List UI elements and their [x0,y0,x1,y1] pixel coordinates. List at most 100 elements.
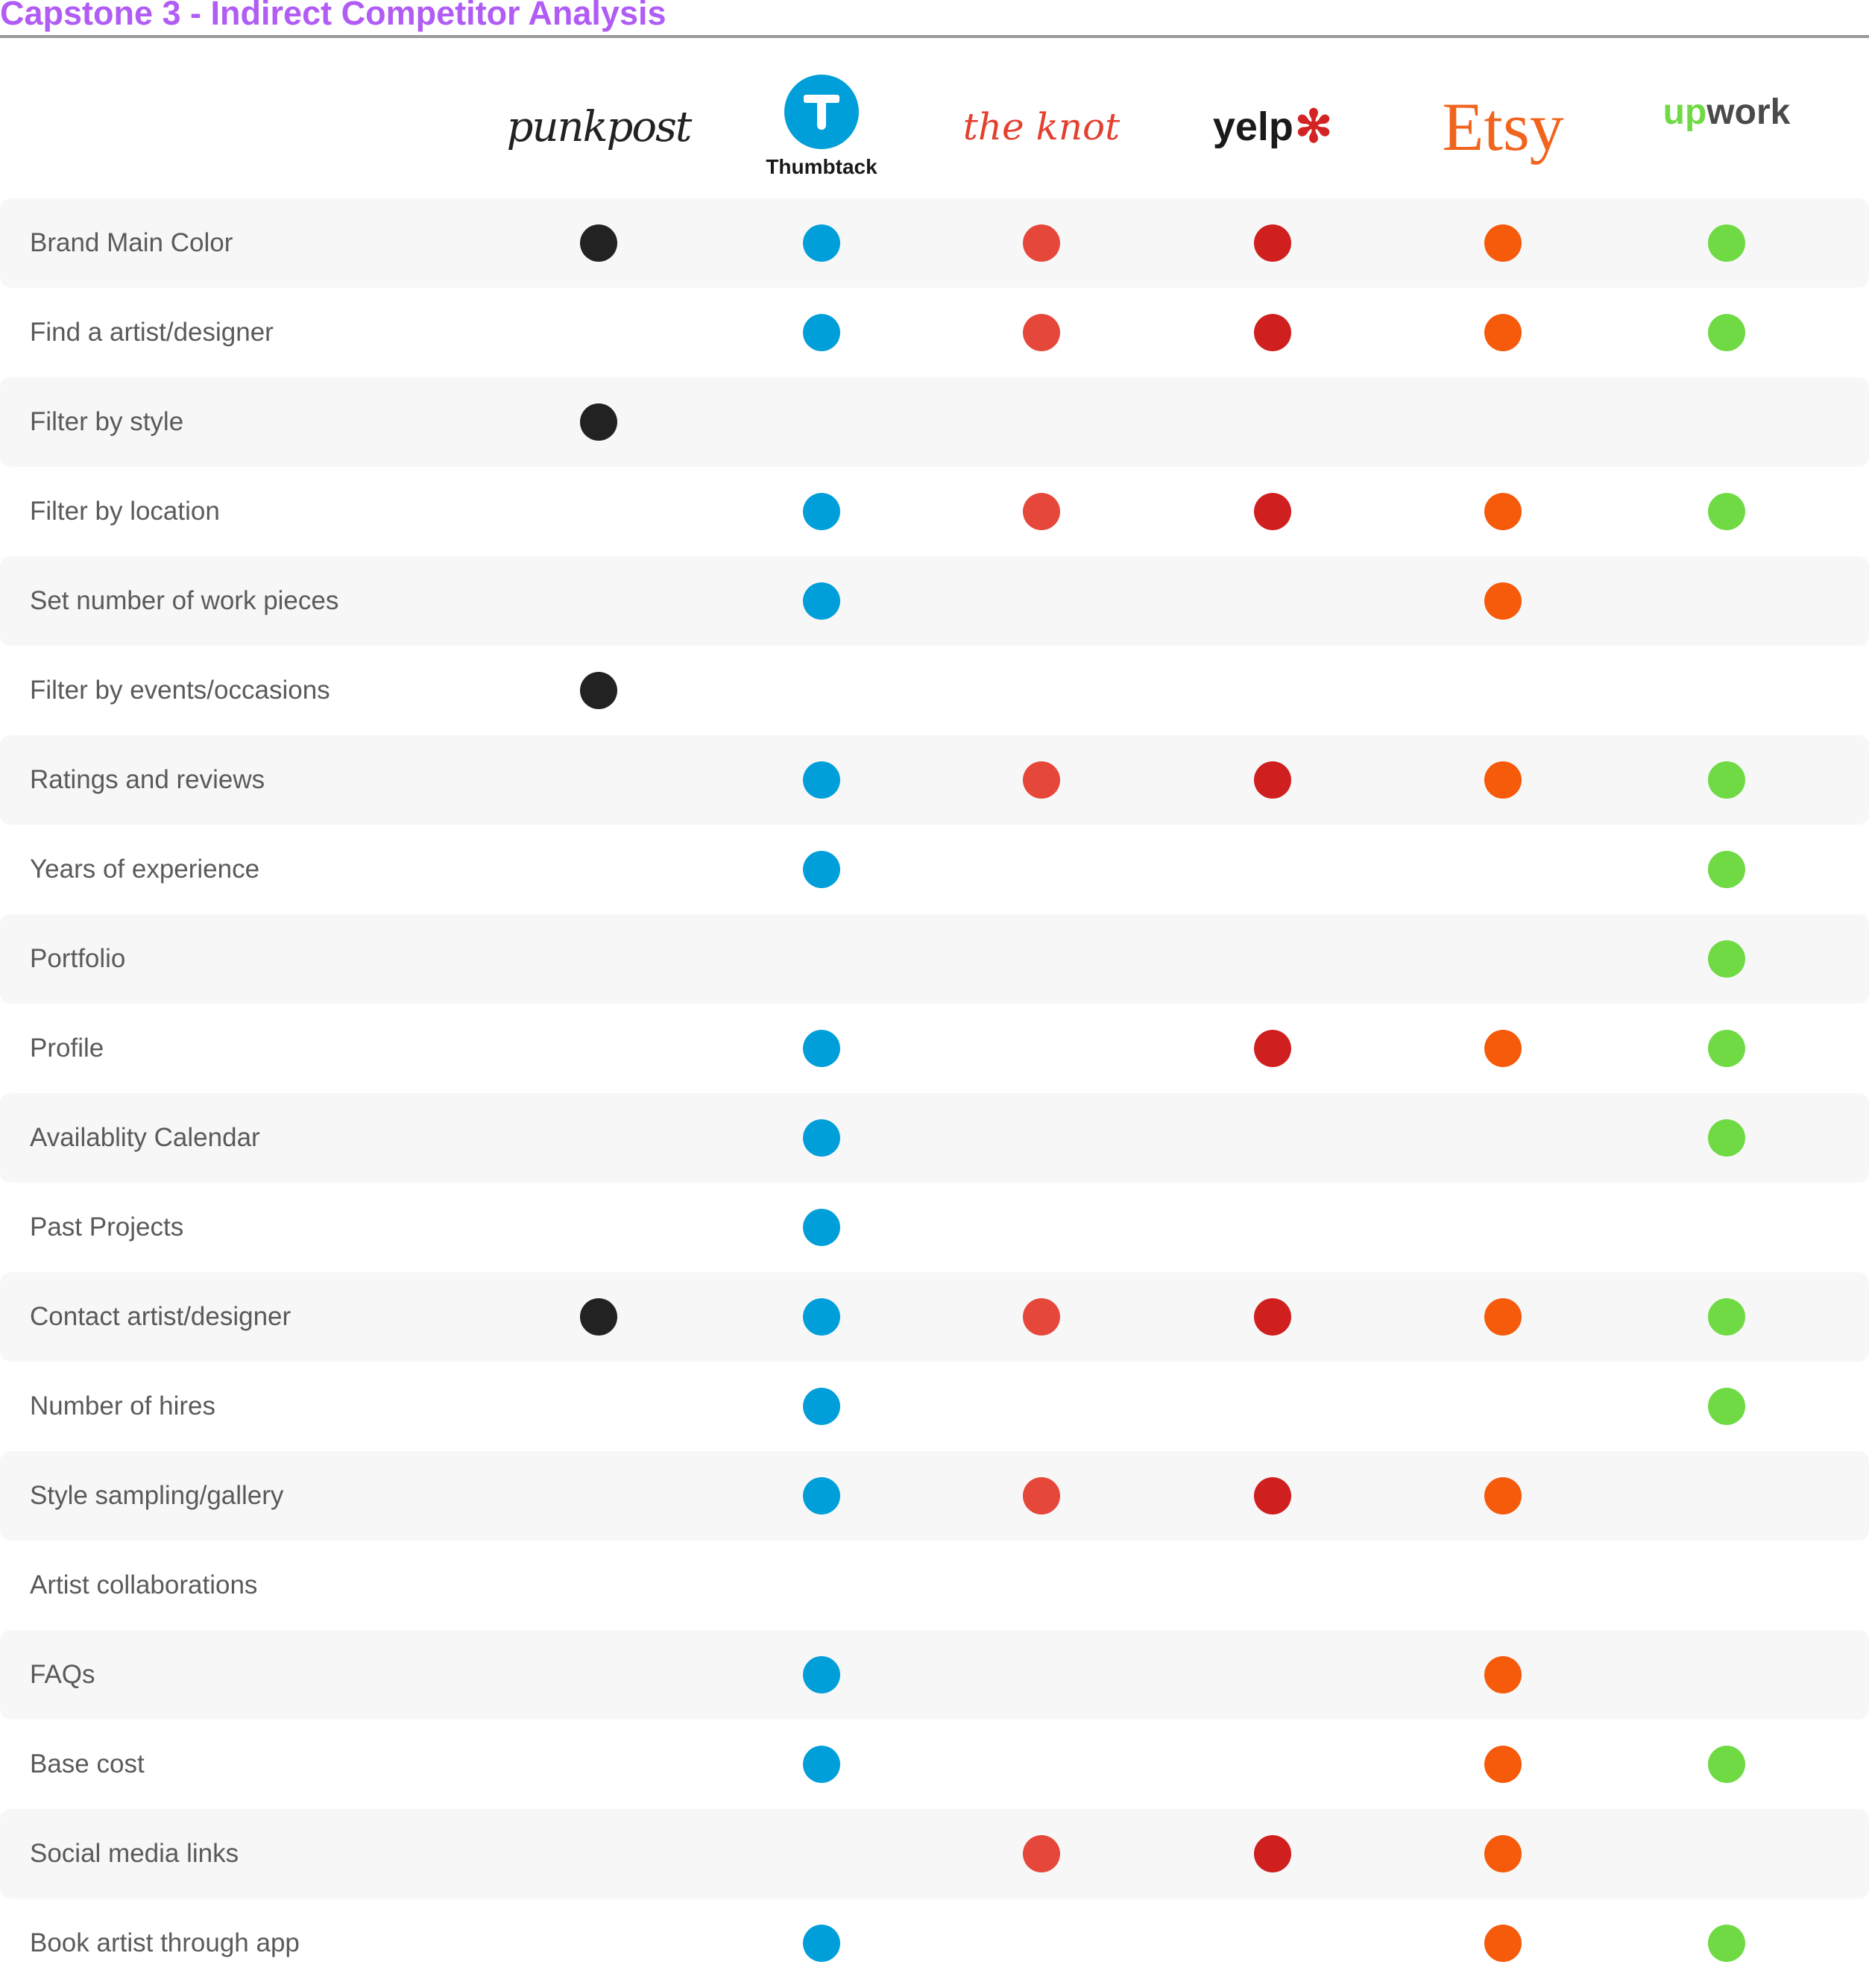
feature-dot-thumbtack [803,1925,840,1962]
feature-label: Filter by style [30,407,184,436]
feature-dot-punkpost [580,403,617,441]
feature-dot-etsy [1484,1925,1522,1962]
feature-dot-etsy [1484,1656,1522,1693]
feature-row: Artist collaborations [0,1541,1869,1630]
feature-row: Profile [0,1004,1869,1093]
feature-dot-theknot [1023,314,1060,351]
feature-label: Style sampling/gallery [30,1481,284,1510]
feature-row: Brand Main Color [0,198,1869,288]
feature-dot-etsy [1484,1298,1522,1336]
feature-row: Base cost [0,1720,1869,1809]
feature-label: FAQs [30,1660,95,1689]
feature-dot-upwork [1708,761,1745,799]
logo-punkpost-text: punkpost [506,102,693,151]
feature-dot-upwork [1708,1925,1745,1962]
feature-dot-upwork [1708,1388,1745,1425]
feature-row: FAQs [0,1630,1869,1720]
yelp-burst-icon: ✻ [1294,101,1333,151]
feature-label: Filter by events/occasions [30,676,330,705]
feature-row: Book artist through app [0,1899,1869,1988]
feature-row: Style sampling/gallery [0,1451,1869,1541]
feature-row: Years of experience [0,825,1869,914]
feature-row: Contact artist/designer [0,1272,1869,1362]
feature-dot-punkpost [580,1298,617,1336]
feature-label: Profile [30,1034,104,1063]
feature-label: Ratings and reviews [30,765,265,794]
feature-dot-etsy [1484,493,1522,530]
feature-dot-yelp [1254,1030,1291,1067]
feature-row: Portfolio [0,914,1869,1004]
logo-thumbtack: Thumbtack [732,60,911,194]
feature-dot-thumbtack [803,1388,840,1425]
feature-label: Availablity Calendar [30,1123,260,1152]
feature-dot-thumbtack [803,1298,840,1336]
page-title: Capstone 3 - Indirect Competitor Analysi… [0,0,666,32]
feature-row: Ratings and reviews [0,735,1869,825]
feature-dot-upwork [1708,224,1745,262]
logo-yelp-text: yelp [1212,104,1293,149]
feature-dot-upwork [1708,1298,1745,1336]
feature-row: Set number of work pieces [0,556,1869,646]
feature-label: Past Projects [30,1212,184,1242]
feature-dot-etsy [1484,582,1522,620]
feature-row: Availablity Calendar [0,1093,1869,1183]
thumbtack-pin-icon [784,75,859,149]
feature-row: Filter by location [0,467,1869,556]
feature-dot-thumbtack [803,851,840,888]
feature-row: Number of hires [0,1362,1869,1451]
logo-upwork-up: up [1662,92,1707,132]
logo-theknot: the knot [945,60,1138,194]
feature-dot-etsy [1484,1835,1522,1872]
feature-dot-upwork [1708,1746,1745,1783]
feature-label: Number of hires [30,1391,215,1421]
feature-row: Past Projects [0,1183,1869,1272]
feature-dot-theknot [1023,1477,1060,1514]
feature-dot-thumbtack [803,1746,840,1783]
feature-dot-upwork [1708,314,1745,351]
feature-label: Set number of work pieces [30,586,339,615]
feature-dot-theknot [1023,761,1060,799]
feature-dot-etsy [1484,1746,1522,1783]
feature-dot-yelp [1254,761,1291,799]
logo-punkpost: punkpost [506,60,693,194]
feature-label: Base cost [30,1749,145,1778]
logo-etsy-text: Etsy [1442,89,1564,165]
feature-dot-punkpost [580,224,617,262]
feature-dot-upwork [1708,1119,1745,1157]
feature-row: Filter by style [0,377,1869,467]
feature-dot-upwork [1708,851,1745,888]
feature-dot-yelp [1254,1298,1291,1336]
feature-label: Portfolio [30,944,126,973]
feature-row: Filter by events/occasions [0,646,1869,735]
logo-upwork: up work [1630,45,1824,179]
logo-thumbtack-text: Thumbtack [766,155,877,178]
logo-etsy: Etsy [1406,60,1600,194]
feature-dot-etsy [1484,761,1522,799]
feature-dot-theknot [1023,1298,1060,1336]
logo-upwork-work: work [1706,92,1791,132]
feature-label: Artist collaborations [30,1570,258,1599]
feature-label: Contact artist/designer [30,1302,291,1331]
feature-dot-thumbtack [803,493,840,530]
title-divider [0,35,1869,38]
feature-dot-yelp [1254,314,1291,351]
feature-dot-thumbtack [803,1119,840,1157]
feature-dot-thumbtack [803,314,840,351]
feature-dot-upwork [1708,493,1745,530]
feature-label: Brand Main Color [30,228,233,257]
feature-dot-upwork [1708,940,1745,978]
feature-label: Years of experience [30,855,260,884]
feature-dot-yelp [1254,1477,1291,1514]
feature-dot-thumbtack [803,1656,840,1693]
feature-dot-theknot [1023,493,1060,530]
feature-dot-yelp [1254,493,1291,530]
competitor-logo-row: punkpost Thumbtack the knot yelp ✻ Etsy … [0,60,1869,194]
feature-label: Find a artist/designer [30,318,274,347]
feature-dot-thumbtack [803,1030,840,1067]
feature-dot-thumbtack [803,761,840,799]
feature-comparison-table: Brand Main Color Find a artist/designer Fi… [0,198,1869,1988]
feature-dot-thumbtack [803,224,840,262]
feature-dot-upwork [1708,1030,1745,1067]
logo-theknot-text: the knot [962,105,1121,148]
feature-dot-yelp [1254,224,1291,262]
